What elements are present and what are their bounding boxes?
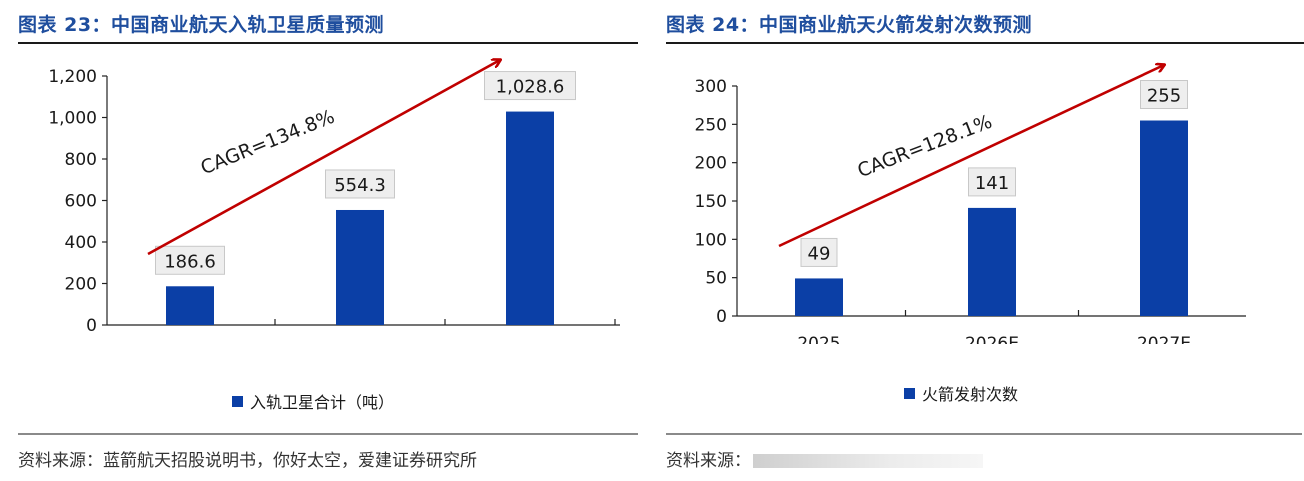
left-data-label: 554.3	[334, 175, 386, 196]
right-data-label-box	[800, 237, 838, 267]
right-title-rule	[666, 42, 1304, 44]
right-cagr-arrow	[778, 65, 1164, 248]
left-data-label-box	[325, 169, 395, 199]
left-data-label: 186.6	[164, 251, 216, 272]
right-bar-chart: 0 50 100 150 200 250 300 49 2025 141 2026E 255 2027E…	[695, 44, 1246, 344]
right-chart-panel: 图表 24：中国商业航天火箭发射次数预测 0 50 100 150 200 250 300 4…	[664, 0, 1304, 481]
right-data-label: 49	[808, 243, 831, 264]
left-data-label-box	[484, 71, 576, 101]
left-y-tick-label: 800	[65, 150, 97, 170]
right-bar	[795, 278, 843, 316]
right-category-label: 2026E	[965, 334, 1019, 344]
left-category-label: 2027E	[503, 343, 557, 344]
right-y-tick-label: 100	[695, 230, 727, 250]
right-data-label: 255	[1147, 86, 1181, 107]
left-y-tick-label: 0	[86, 316, 97, 336]
left-legend: 入轨卫星合计（吨）	[232, 389, 394, 413]
left-chart-panel: 图表 23：中国商业航天入轨卫星质量预测 0 200 400 600 800 1,000 1…	[0, 0, 640, 481]
left-bar	[506, 111, 554, 326]
right-legend: 火箭发射次数	[904, 381, 1018, 405]
left-legend-label: 入轨卫星合计（吨）	[250, 393, 395, 412]
left-bar	[166, 286, 214, 325]
right-y-tick-label: 200	[695, 154, 727, 174]
right-bar	[968, 207, 1016, 316]
left-figure-title: 图表 23：中国商业航天入轨卫星质量预测	[18, 14, 385, 36]
right-figure-title: 图表 24：中国商业航天火箭发射次数预测	[666, 14, 1033, 36]
right-y-tick-label: 50	[705, 269, 727, 289]
left-y-tick-label: 1,000	[48, 109, 97, 129]
right-data-label-box	[1140, 80, 1188, 109]
right-category-label: 2027E	[1137, 334, 1191, 344]
left-y-tick-label: 600	[65, 192, 97, 212]
left-title-rule	[18, 42, 638, 44]
redacted-source-text	[753, 454, 983, 468]
right-bottom-rule	[666, 433, 1302, 435]
right-source-note: 资料来源：	[666, 446, 983, 471]
left-bottom-rule	[18, 433, 638, 435]
right-y-tick-label: 0	[716, 307, 727, 327]
left-cagr-arrow	[147, 60, 500, 256]
right-data-label: 141	[975, 173, 1009, 194]
left-data-label: 1,028.6	[496, 77, 565, 98]
right-y-tick-label: 150	[695, 192, 727, 212]
left-bar	[336, 209, 384, 325]
right-y-tick-label: 300	[695, 77, 727, 97]
left-legend-swatch	[232, 395, 243, 407]
right-bar	[1140, 120, 1188, 316]
left-y-tick-label: 1,200	[48, 67, 97, 87]
left-data-label-box	[155, 245, 225, 275]
right-data-label-box	[968, 167, 1016, 197]
left-y-tick-label: 200	[65, 275, 97, 295]
left-cagr-annotation: CAGR=134.8%	[198, 106, 338, 180]
right-y-tick-label: 250	[695, 115, 727, 135]
left-category-label: 2026E	[333, 343, 387, 344]
right-legend-swatch	[904, 387, 915, 399]
left-category-label: 2025	[168, 343, 211, 344]
left-y-tick-label: 400	[65, 233, 97, 253]
right-legend-label: 火箭发射次数	[922, 385, 1019, 404]
left-source-note: 资料来源：蓝箭航天招股说明书，你好太空，爱建证券研究所	[18, 451, 477, 471]
right-source-label: 资料来源：	[666, 451, 751, 471]
right-category-label: 2025	[797, 334, 840, 344]
left-bar-chart: 0 200 400 600 800 1,000 1,200 186.6 2025 554.3 202…	[48, 44, 620, 344]
